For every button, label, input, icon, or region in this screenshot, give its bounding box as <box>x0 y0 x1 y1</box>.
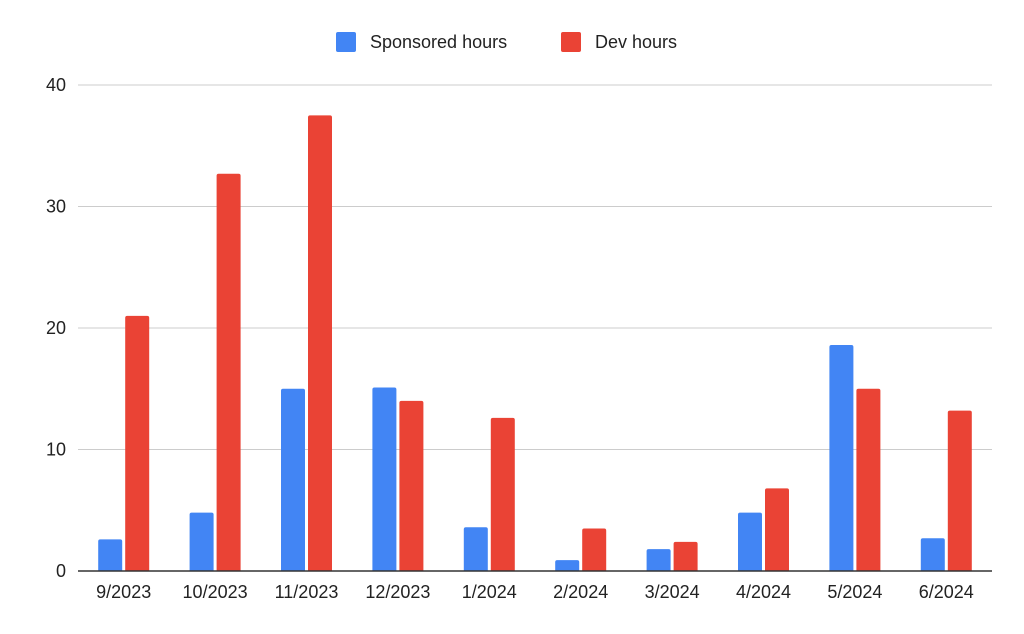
bar-sponsored-hours-7 <box>738 512 762 571</box>
bar-sponsored-hours-5 <box>555 560 580 571</box>
x-axis-tick-labels: 9/2023 10/2023 11/2023 12/2023 1/2024 2/2024 3… <box>96 582 974 602</box>
bar-dev-hours-9 <box>947 410 972 571</box>
bar-sponsored-hours-3 <box>372 387 397 571</box>
bar-sponsored-hours-2 <box>281 388 305 571</box>
x-tick-label: 5/2024 <box>827 582 882 602</box>
bar-sponsored-hours-6 <box>646 549 671 571</box>
legend: Sponsored hours Dev hours <box>336 32 677 52</box>
bar-dev-hours-5 <box>582 528 607 571</box>
bar-dev-hours-4 <box>490 417 515 571</box>
x-tick-label: 6/2024 <box>919 582 974 602</box>
y-tick-label: 40 <box>46 75 66 95</box>
legend-label: Sponsored hours <box>370 32 507 52</box>
legend-swatch <box>336 32 356 52</box>
x-tick-label: 11/2023 <box>275 582 339 602</box>
bar-dev-hours-1 <box>216 173 241 571</box>
y-tick-label: 30 <box>46 197 66 217</box>
x-tick-label: 3/2024 <box>645 582 700 602</box>
x-tick-label: 9/2023 <box>96 582 151 602</box>
bar-dev-hours-7 <box>765 488 789 571</box>
x-tick-label: 12/2023 <box>365 582 430 602</box>
bar-dev-hours-8 <box>856 388 881 571</box>
x-tick-label: 1/2024 <box>462 582 517 602</box>
bar-dev-hours-0 <box>125 315 150 571</box>
x-tick-label: 2/2024 <box>553 582 608 602</box>
y-axis-tick-labels: 0 10 20 30 40 <box>46 75 66 581</box>
bar-dev-hours-6 <box>673 541 698 571</box>
bar-sponsored-hours-4 <box>463 527 488 571</box>
bar-sponsored-hours-9 <box>920 538 945 571</box>
bar-sponsored-hours-1 <box>189 512 214 571</box>
legend-label: Dev hours <box>595 32 677 52</box>
legend-swatch <box>561 32 581 52</box>
bars <box>98 115 972 571</box>
x-tick-label: 4/2024 <box>736 582 791 602</box>
y-tick-label: 10 <box>46 440 66 460</box>
bar-sponsored-hours-8 <box>829 345 854 571</box>
bar-sponsored-hours-0 <box>98 539 123 571</box>
y-tick-label: 20 <box>46 318 66 338</box>
gridlines <box>78 84 992 450</box>
bar-dev-hours-2 <box>308 115 332 571</box>
bar-dev-hours-3 <box>399 400 424 571</box>
y-tick-label: 0 <box>56 561 66 581</box>
x-tick-label: 10/2023 <box>183 582 248 602</box>
